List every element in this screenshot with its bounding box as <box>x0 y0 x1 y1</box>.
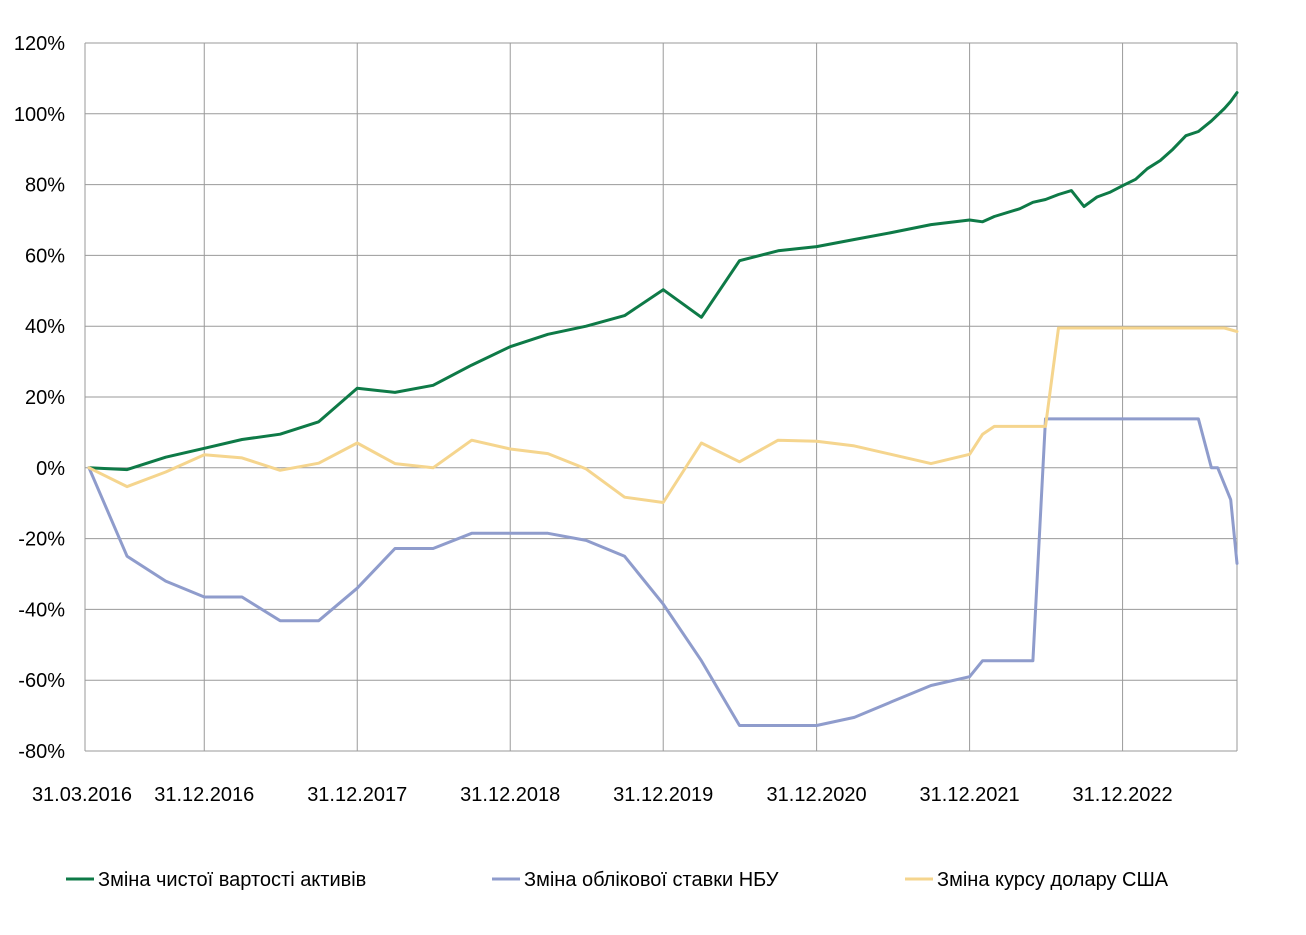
y-tick-label: -60% <box>18 670 65 692</box>
x-tick-label: 31.12.2022 <box>1073 784 1173 806</box>
series-line-2 <box>87 417 1239 727</box>
legend-label: Зміна чистої вартості активів <box>98 869 366 891</box>
y-tick-label: 20% <box>25 387 65 409</box>
x-tick-label: 31.12.2019 <box>613 784 713 806</box>
series-lines <box>87 91 1239 727</box>
x-tick-label: 31.12.2017 <box>307 784 407 806</box>
gridlines <box>84 42 1238 752</box>
y-tick-label: 120% <box>14 33 65 55</box>
y-tick-label: 60% <box>25 245 65 267</box>
y-tick-label: 100% <box>14 104 65 126</box>
y-tick-label: -80% <box>18 741 65 763</box>
y-tick-label: 0% <box>36 458 65 480</box>
series-line-1 <box>87 91 1239 472</box>
x-tick-label: 31.03.2016 <box>32 784 132 806</box>
series-line-3 <box>87 326 1239 504</box>
x-tick-label: 31.12.2016 <box>154 784 254 806</box>
y-tick-label: 40% <box>25 316 65 338</box>
y-tick-label: 80% <box>25 175 65 197</box>
y-tick-label: -20% <box>18 529 65 551</box>
x-tick-label: 31.12.2018 <box>460 784 560 806</box>
y-tick-label: -40% <box>18 599 65 621</box>
x-tick-label: 31.12.2021 <box>920 784 1020 806</box>
legend-label: Зміна облікової ставки НБУ <box>524 869 779 891</box>
x-tick-label: 31.12.2020 <box>767 784 867 806</box>
legend: Зміна чистої вартості активів Зміна облік… <box>66 869 1169 891</box>
x-axis: 31.03.2016 31.12.2016 31.12.2017 31.12.2018… <box>32 784 1173 806</box>
legend-label: Зміна курсу долару США <box>937 869 1169 891</box>
y-axis: 120% 100% 80% 60% 40% 20% 0% -20% -40% -60% -80% <box>14 33 65 763</box>
